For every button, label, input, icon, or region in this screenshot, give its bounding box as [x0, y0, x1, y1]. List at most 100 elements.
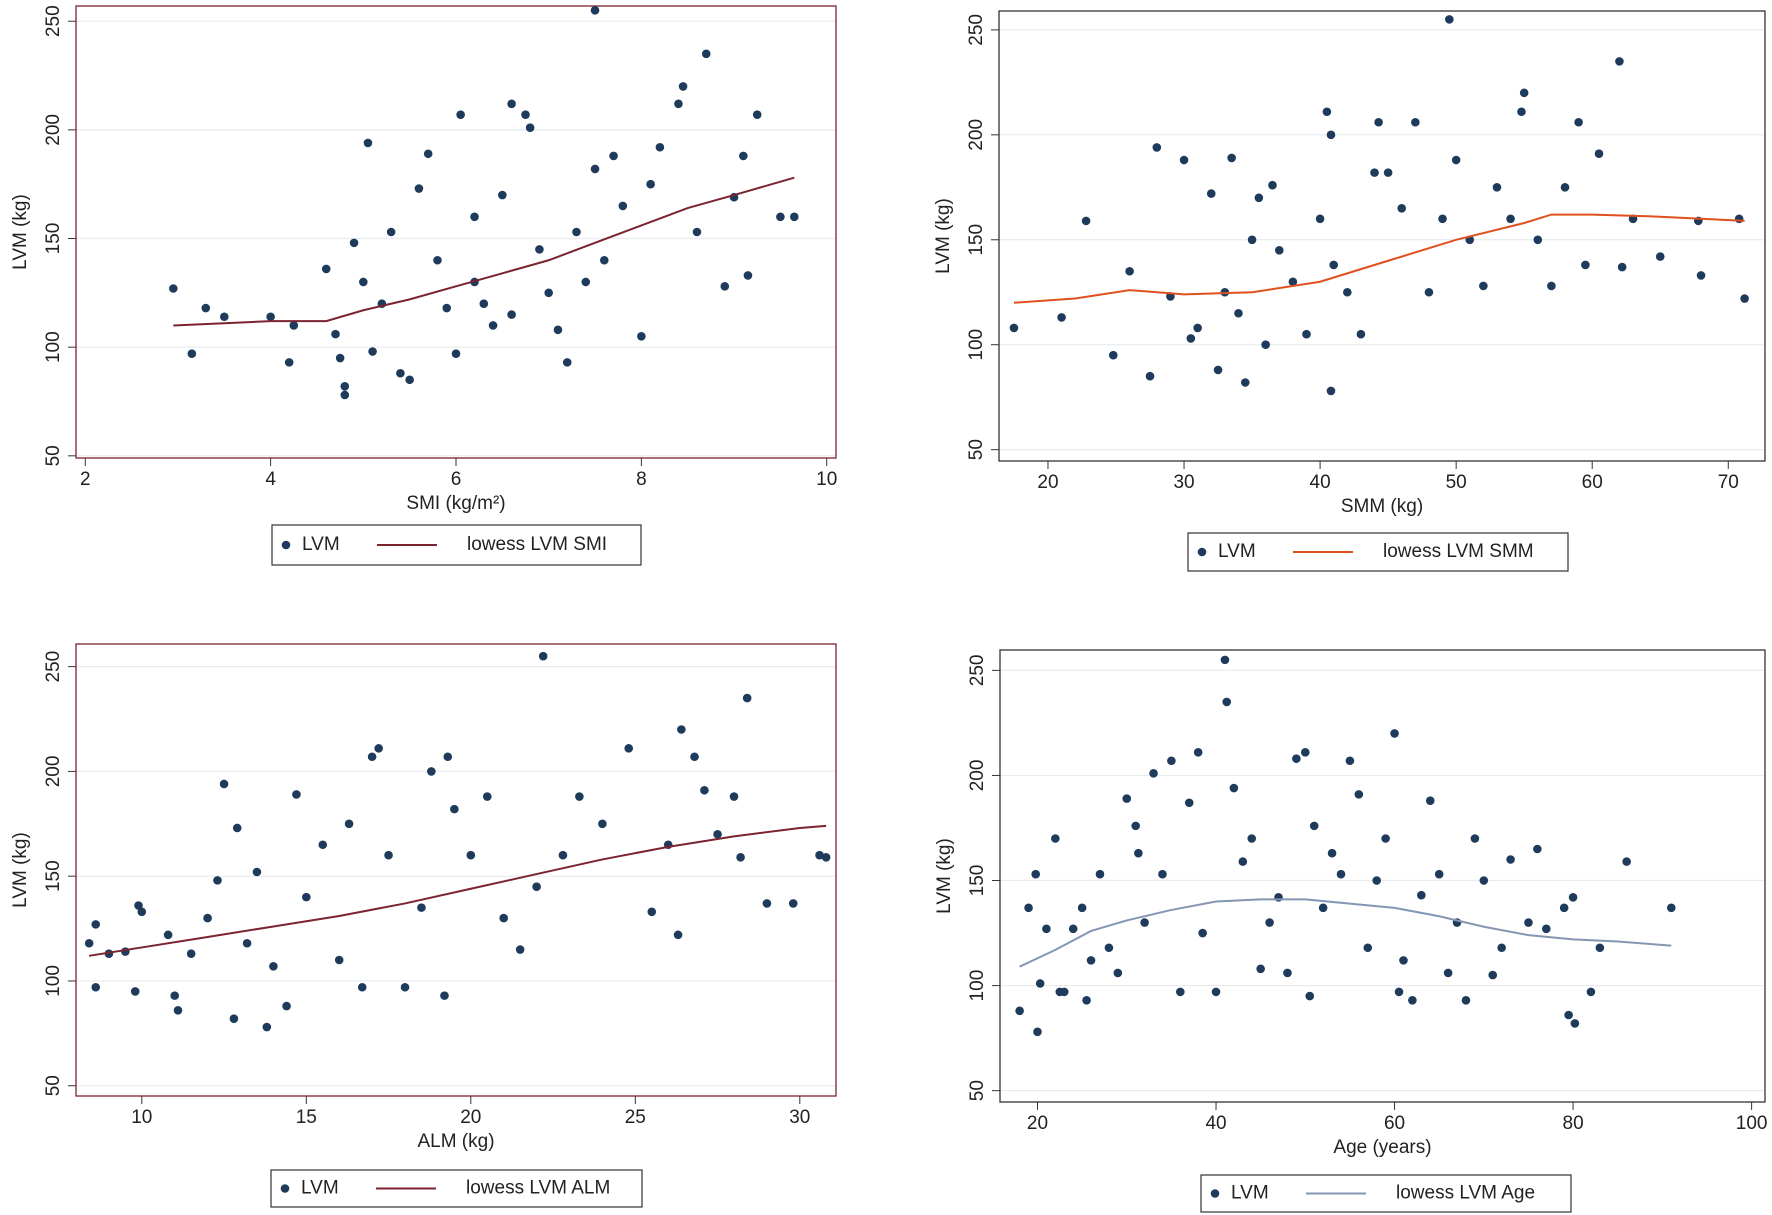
- point: [762, 899, 772, 908]
- point: [252, 867, 262, 877]
- point: [1179, 155, 1189, 165]
- point: [488, 321, 498, 330]
- y-tick-label: 200: [43, 756, 64, 788]
- point: [1734, 214, 1744, 224]
- plot-border: [998, 10, 1766, 462]
- point: [1574, 117, 1583, 127]
- point: [1547, 281, 1556, 291]
- x-tick-label: 70: [1718, 472, 1739, 493]
- point: [1425, 796, 1435, 805]
- point: [340, 390, 350, 400]
- point: [386, 227, 396, 237]
- point: [1035, 979, 1045, 988]
- x-tick-label: 2: [80, 469, 91, 490]
- point: [1560, 183, 1570, 192]
- lowess-line: [89, 824, 827, 957]
- point: [1506, 214, 1515, 224]
- point: [1300, 748, 1310, 757]
- x-tick-label: 60: [1384, 1113, 1405, 1134]
- point: [1104, 943, 1114, 953]
- point: [423, 149, 433, 159]
- point: [334, 955, 344, 965]
- point: [1696, 271, 1706, 280]
- legend-label: LVM: [1231, 1183, 1269, 1204]
- point: [1086, 956, 1096, 965]
- point: [1234, 308, 1243, 318]
- point: [532, 882, 541, 891]
- point: [1497, 943, 1506, 953]
- point: [1327, 848, 1337, 858]
- point: [535, 245, 544, 254]
- x-axis-label: Age (years): [1333, 1137, 1431, 1158]
- point: [289, 321, 299, 330]
- point: [292, 790, 301, 799]
- point: [456, 110, 465, 119]
- point: [229, 1014, 239, 1023]
- point: [302, 892, 311, 902]
- point: [1326, 130, 1336, 140]
- point: [544, 288, 553, 298]
- legend-marker: [280, 1184, 290, 1193]
- point: [1533, 844, 1542, 854]
- point: [368, 347, 377, 356]
- y-tick-label: 50: [967, 1080, 988, 1101]
- legend-label: lowess LVM Age: [1396, 1183, 1535, 1204]
- point: [443, 752, 453, 762]
- point: [815, 850, 824, 860]
- point: [331, 329, 340, 339]
- point: [201, 303, 211, 313]
- x-tick-label: 20: [1027, 1113, 1048, 1134]
- point: [466, 850, 476, 860]
- y-tick-label: 150: [967, 865, 988, 897]
- point: [482, 792, 492, 801]
- y-tick-label: 150: [43, 223, 64, 255]
- point: [340, 381, 350, 391]
- point: [1326, 386, 1336, 396]
- point: [1184, 798, 1194, 808]
- point: [1247, 834, 1257, 843]
- point: [590, 164, 600, 174]
- point: [538, 651, 548, 661]
- point: [1292, 754, 1301, 763]
- point: [1031, 869, 1041, 879]
- y-axis-label: LVM (kg): [934, 838, 955, 914]
- point: [1470, 834, 1480, 843]
- point: [562, 358, 572, 367]
- point: [1240, 378, 1250, 387]
- point: [396, 368, 405, 378]
- point: [1542, 924, 1551, 934]
- point: [344, 819, 354, 829]
- point: [1434, 869, 1444, 879]
- chart: 50 100 150 200 250 20 30 40 50 60 70 SMM (kg) LVM (k…: [933, 10, 1766, 572]
- point: [678, 82, 688, 91]
- point: [1424, 287, 1434, 297]
- point: [1095, 869, 1105, 879]
- point: [1318, 903, 1328, 913]
- point: [1211, 987, 1221, 997]
- x-tick-label: 50: [1446, 472, 1467, 493]
- legend-marker: [281, 540, 291, 550]
- point: [1559, 903, 1569, 913]
- point: [1059, 987, 1069, 997]
- point: [624, 744, 634, 753]
- point: [1586, 987, 1596, 997]
- point: [1247, 235, 1257, 245]
- point: [440, 991, 449, 1000]
- point: [1411, 117, 1420, 127]
- x-tick-label: 40: [1310, 472, 1331, 493]
- point: [1533, 235, 1543, 245]
- x-tick-label: 30: [1173, 472, 1194, 493]
- point: [1193, 748, 1203, 757]
- point: [637, 332, 646, 341]
- point: [1033, 1027, 1042, 1037]
- point: [1134, 848, 1143, 858]
- point: [318, 840, 328, 850]
- point: [400, 982, 410, 992]
- point: [284, 358, 294, 367]
- point: [187, 349, 197, 358]
- point: [374, 744, 383, 753]
- legend-marker: [1210, 1189, 1220, 1198]
- y-tick-label: 250: [967, 655, 988, 687]
- plot-border: [75, 643, 837, 1097]
- point: [242, 938, 252, 948]
